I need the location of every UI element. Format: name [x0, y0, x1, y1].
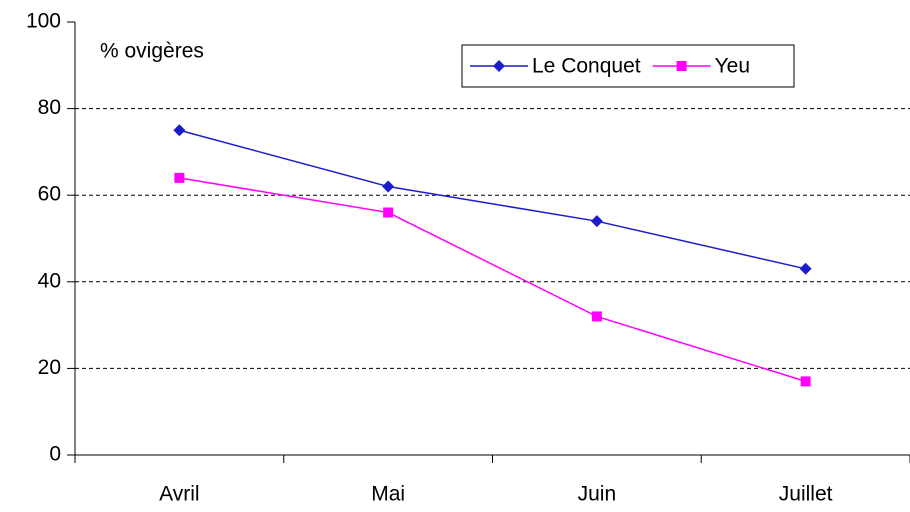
x-tick-label: Avril — [159, 483, 199, 506]
x-tick-label: Juillet — [779, 483, 833, 506]
y-tick-label: 0 — [49, 443, 61, 466]
marker — [173, 124, 186, 137]
marker — [590, 215, 603, 228]
marker — [493, 60, 505, 72]
series-line — [179, 177, 806, 383]
series-line — [179, 129, 806, 270]
legend-label: Le Conquet — [532, 55, 641, 78]
marker — [800, 376, 811, 387]
y-tick-label: 40 — [38, 269, 61, 292]
y-tick-label: 80 — [38, 96, 61, 119]
marker — [174, 172, 185, 183]
y-tick-label: 60 — [38, 183, 61, 206]
marker — [382, 180, 395, 193]
y-tick-label: 100 — [26, 10, 61, 33]
marker — [383, 207, 394, 218]
marker — [676, 61, 687, 71]
x-tick-label: Mai — [371, 483, 405, 506]
legend-label: Yeu — [715, 55, 750, 78]
marker — [591, 311, 602, 322]
marker — [799, 262, 812, 275]
x-tick-label: Juin — [578, 483, 617, 506]
annotation: % ovigères — [100, 40, 204, 63]
y-tick-label: 20 — [38, 356, 61, 379]
